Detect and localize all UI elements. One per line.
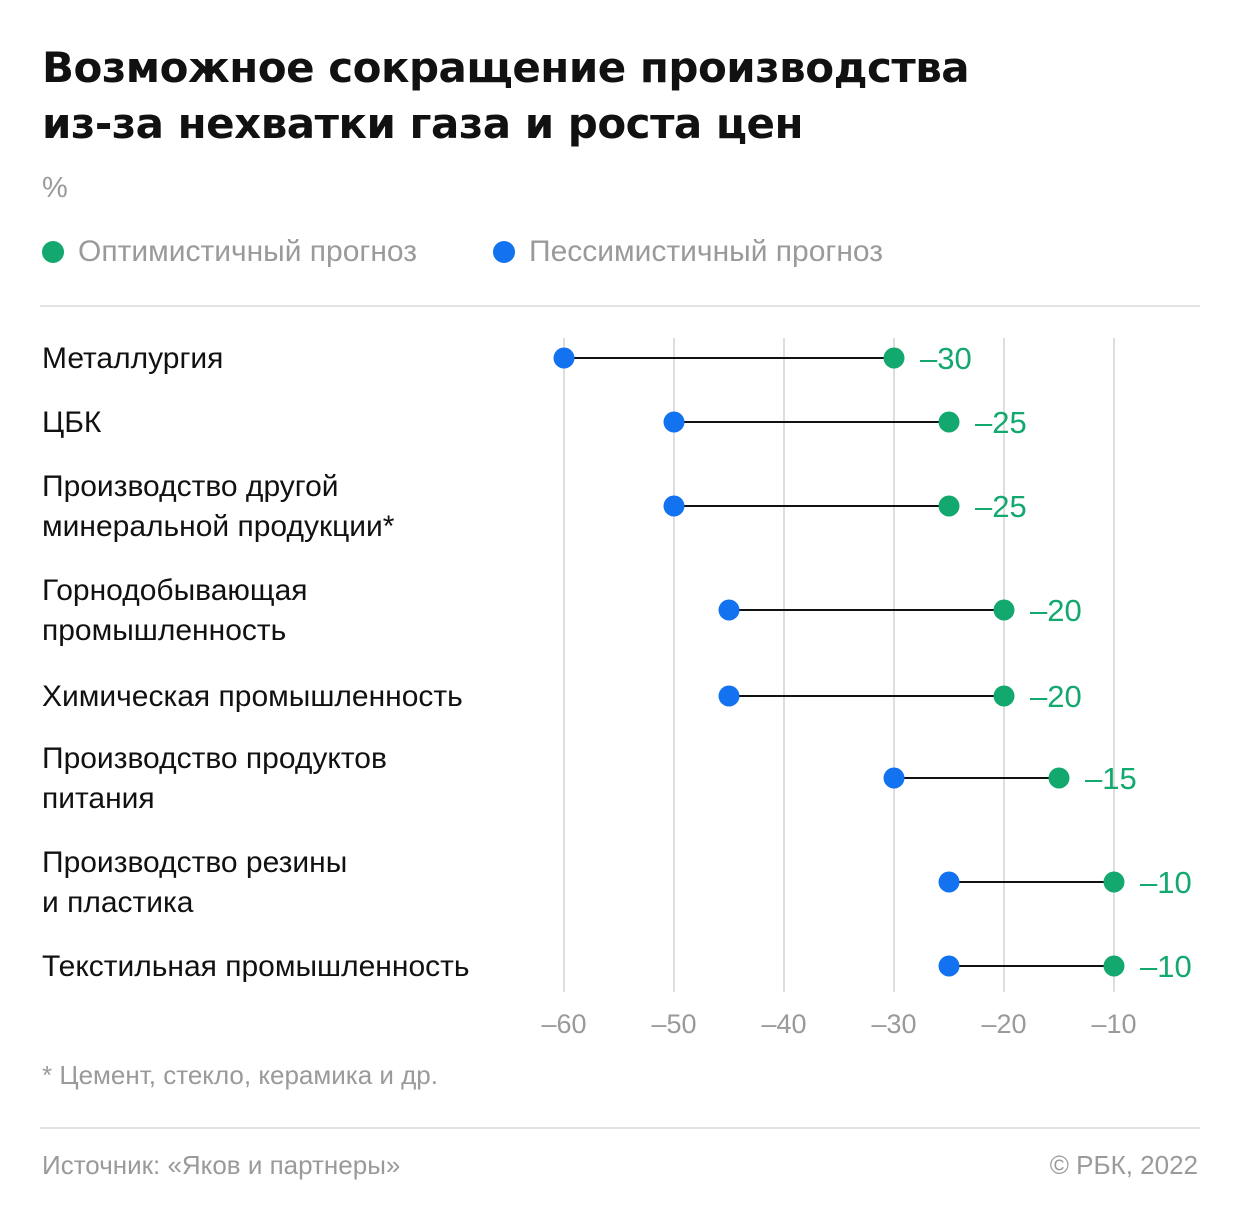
optimistic-point xyxy=(993,685,1015,707)
category-label-line: промышленность xyxy=(42,614,286,647)
source-note: Источник: «Яков и партнеры» xyxy=(42,1150,401,1180)
x-tick-label: –40 xyxy=(761,1009,806,1039)
category-label: Производство другой минеральной продукции… xyxy=(42,470,395,543)
footnote: * Цемент, стекло, керамика и др. xyxy=(42,1060,438,1090)
value-label: –20 xyxy=(1030,593,1082,628)
category-label-line: минеральной продукции* xyxy=(42,510,395,543)
unit-label: % xyxy=(42,172,68,204)
optimistic-point xyxy=(938,495,960,517)
category-label: Производство продуктов питания xyxy=(42,742,387,815)
dumbbell-chart: –60 –50 –40 –30 –20 –10 Металлургия –30 ЦБК –25 Пр… xyxy=(42,338,1192,1039)
optimistic-point xyxy=(883,347,905,369)
copyright-note: © РБК, 2022 xyxy=(1049,1150,1198,1180)
value-label: –10 xyxy=(1140,865,1192,900)
x-tick-label: –30 xyxy=(871,1009,916,1039)
pessimistic-point xyxy=(663,495,685,517)
optimistic-point xyxy=(1048,767,1070,789)
category-label-line: Производство продуктов xyxy=(42,742,387,775)
legend: Оптимистичный прогноз Пессимистичный про… xyxy=(42,232,959,272)
value-label: –10 xyxy=(1140,949,1192,984)
x-tick-label: –60 xyxy=(541,1009,586,1039)
pessimistic-point xyxy=(718,685,740,707)
pessimistic-point xyxy=(938,871,960,893)
legend-item-optimistic: Оптимистичный прогноз xyxy=(42,235,417,269)
optimistic-point xyxy=(1103,871,1125,893)
category-label: Металлургия xyxy=(42,342,223,375)
category-label-line: Производство резины xyxy=(42,846,347,879)
value-label: –20 xyxy=(1030,679,1082,714)
bottom-divider xyxy=(40,1127,1200,1129)
legend-label-pessimistic: Пессимистичный прогноз xyxy=(529,235,884,268)
category-label: Горнодобывающая промышленность xyxy=(42,574,308,647)
pessimistic-point xyxy=(718,599,740,621)
category-label-line: ЦБК xyxy=(42,406,102,439)
category-label: Текстильная промышленность xyxy=(42,950,470,983)
x-tick-label: –50 xyxy=(651,1009,696,1039)
x-tick-label: –20 xyxy=(981,1009,1026,1039)
value-label: –25 xyxy=(975,489,1027,524)
chart-title-line-1: Возможное сокращение производства xyxy=(42,43,970,92)
legend-item-pessimistic: Пессимистичный прогноз xyxy=(493,235,883,269)
chart-title: Возможное сокращение производства из-за … xyxy=(42,40,1202,152)
legend-marker-pessimistic-icon xyxy=(493,241,516,263)
chart-title-line-2: из-за нехватки газа и роста цен xyxy=(42,99,804,148)
category-label-line: Металлургия xyxy=(42,342,223,375)
legend-label-optimistic: Оптимистичный прогноз xyxy=(78,235,418,268)
optimistic-point xyxy=(938,411,960,433)
value-label: –25 xyxy=(975,405,1027,440)
top-divider xyxy=(40,305,1200,307)
value-label: –30 xyxy=(920,341,972,376)
category-label-line: и пластика xyxy=(42,886,194,919)
category-label-line: Горнодобывающая xyxy=(42,574,308,607)
category-label: Химическая промышленность xyxy=(42,680,463,713)
category-label-line: Производство другой xyxy=(42,470,339,503)
pessimistic-point xyxy=(663,411,685,433)
pessimistic-point xyxy=(553,347,575,369)
optimistic-point xyxy=(1103,955,1125,977)
pessimistic-point xyxy=(883,767,905,789)
category-label-line: питания xyxy=(42,782,155,815)
optimistic-point xyxy=(993,599,1015,621)
legend-marker-optimistic-icon xyxy=(42,241,64,263)
category-label-line: Химическая промышленность xyxy=(42,680,463,713)
category-label: ЦБК xyxy=(42,406,102,439)
category-label: Производство резины и пластика xyxy=(42,846,347,919)
x-tick-label: –10 xyxy=(1091,1009,1136,1039)
value-label: –15 xyxy=(1085,761,1137,796)
pessimistic-point xyxy=(938,955,960,977)
category-label-line: Текстильная промышленность xyxy=(42,950,470,983)
